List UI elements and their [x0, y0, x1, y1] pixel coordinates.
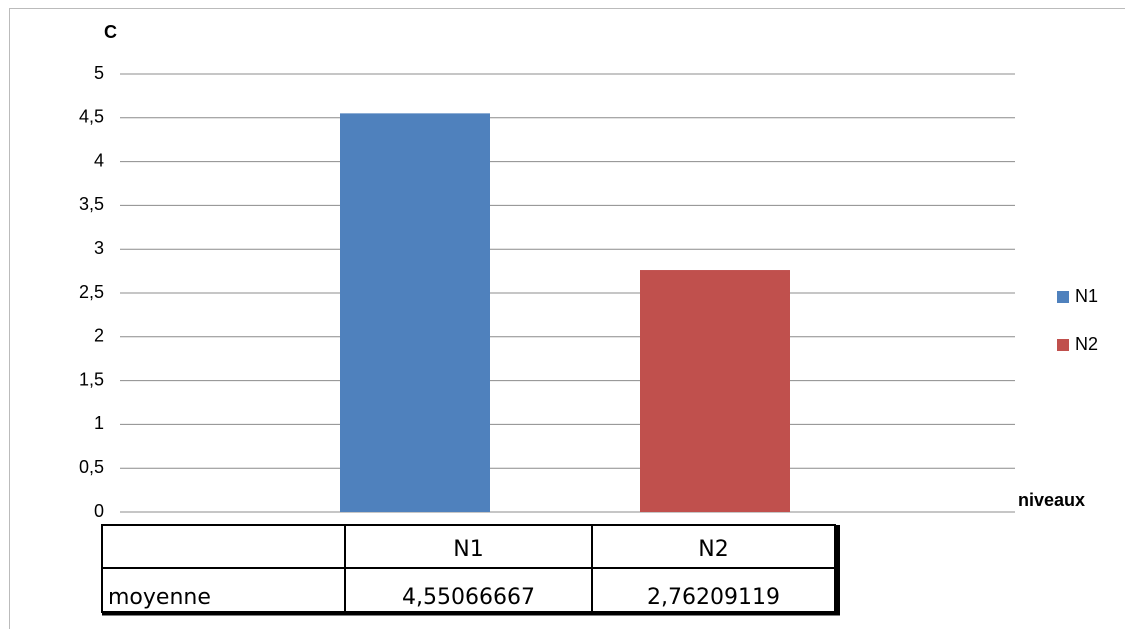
table-row-label: moyenne [108, 585, 211, 610]
y-tick-label: 2 [94, 326, 104, 346]
bar [340, 113, 490, 512]
legend-label: N1 [1075, 286, 1098, 306]
y-tick-label: 1,5 [79, 369, 104, 389]
x-axis-label: niveaux [1018, 490, 1085, 510]
y-tick-label: 3,5 [79, 194, 104, 214]
table-header: N2 [698, 537, 728, 562]
legend-label: N2 [1075, 334, 1098, 354]
chart-border [9, 8, 1125, 629]
legend-swatch [1057, 291, 1069, 303]
table-value: 2,76209119 [647, 585, 780, 610]
y-tick-label: 0 [94, 501, 104, 521]
y-tick-label: 4 [94, 150, 104, 170]
chart-title: C [104, 22, 117, 42]
table-value: 4,55066667 [402, 585, 535, 610]
y-tick-label: 2,5 [79, 282, 104, 302]
legend-swatch [1057, 339, 1069, 351]
y-tick-label: 4,5 [79, 107, 104, 127]
y-tick-label: 1 [94, 413, 104, 433]
y-tick-label: 5 [94, 63, 104, 83]
bar [640, 270, 790, 512]
table-header: N1 [453, 537, 483, 562]
y-tick-label: 0,5 [79, 457, 104, 477]
y-tick-label: 3 [94, 238, 104, 258]
